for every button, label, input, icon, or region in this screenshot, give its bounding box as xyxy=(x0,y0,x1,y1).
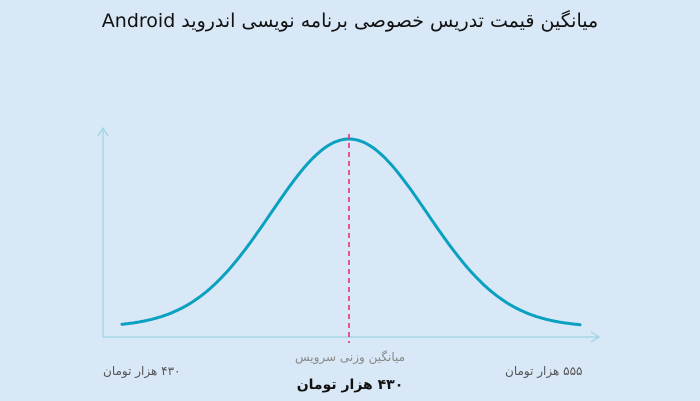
bell-curve-line xyxy=(120,137,582,327)
x-tick-min-label: ۴۳۰ هزار تومان xyxy=(103,364,181,378)
chart-title: میانگین قیمت تدریس خصوصی برنامه نویسی ان… xyxy=(101,10,599,32)
x-axis-arrow xyxy=(590,331,601,343)
mean-value-label: ۴۳۰ هزار تومان xyxy=(296,377,404,393)
x-tick-max-label: ۵۵۵ هزار تومان xyxy=(505,364,583,378)
mean-caption: میانگین وزنی سرویس xyxy=(294,350,406,364)
y-axis-arrow xyxy=(97,126,109,137)
